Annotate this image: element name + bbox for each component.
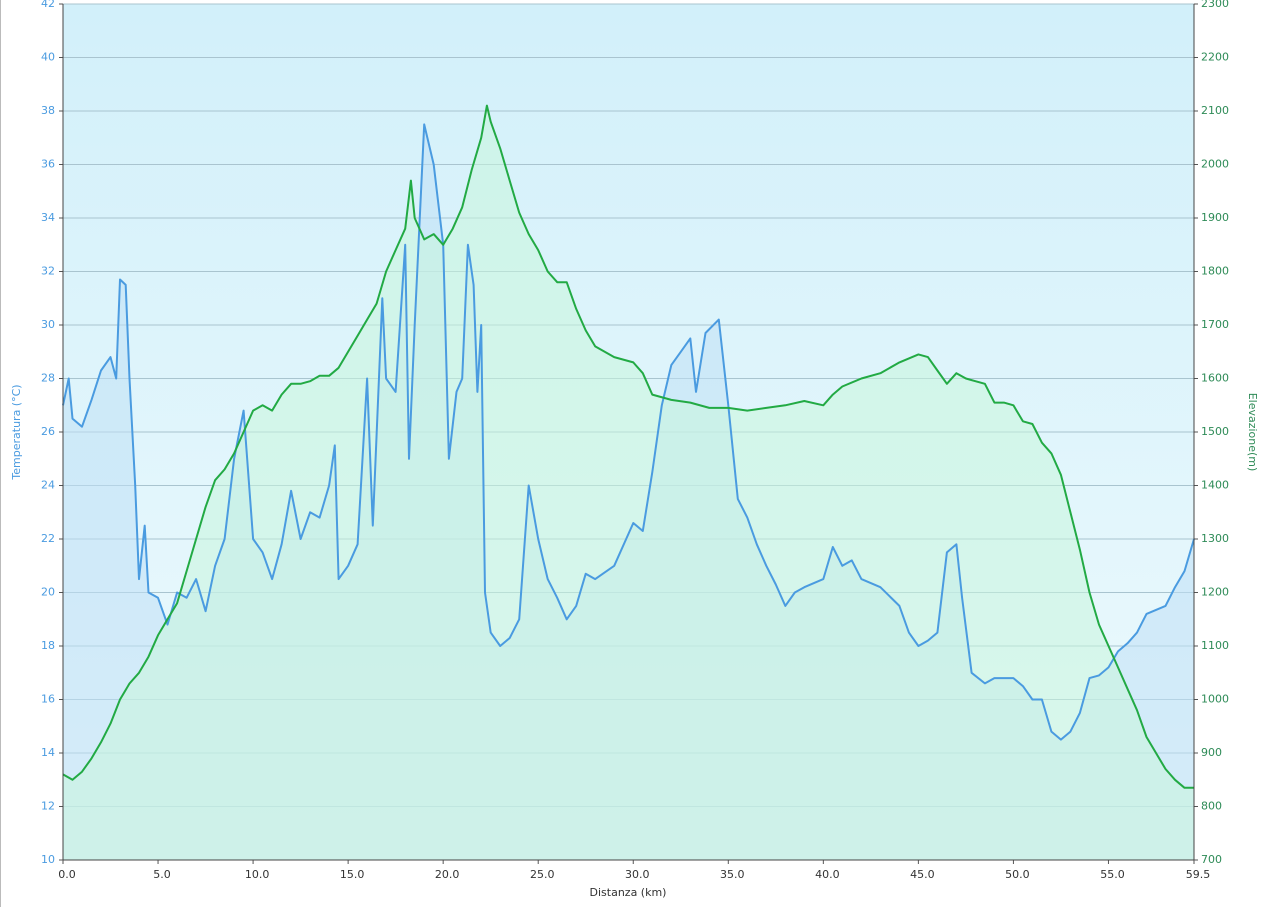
y2-axis-label: Elevazione(m) [1246,393,1259,472]
y-tick-label: 28 [41,372,55,385]
y-tick-label: 18 [41,639,55,652]
y2-tick-label: 2300 [1201,0,1229,10]
x-tick-label: 10.0 [245,868,270,881]
y2-tick-label: 1500 [1201,425,1229,438]
y2-tick-label: 1100 [1201,639,1229,652]
series-area [63,105,1194,861]
y2-tick-label: 800 [1201,800,1222,813]
y2-tick-label: 1900 [1201,211,1229,224]
x-tick-label: 0.0 [58,868,76,881]
y-tick-label: 10 [41,853,55,866]
y-tick-label: 16 [41,693,55,706]
y-tick-label: 12 [41,800,55,813]
y2-tick-label: 900 [1201,746,1222,759]
y2-tick-label: 1200 [1201,586,1229,599]
y-tick-label: 22 [41,532,55,545]
y2-tick-label: 2000 [1201,158,1229,171]
y2-tick-label: 700 [1201,853,1222,866]
series-line [62,104,1194,789]
y-tick-label: 30 [41,318,55,331]
x-tick-label: 59.5 [1186,868,1211,881]
y2-tick-label: 1600 [1201,372,1229,385]
y-tick-label: 14 [41,746,55,759]
y2-tick-label: 1800 [1201,265,1229,278]
y-axis-label: Temperatura (°C) [10,384,23,480]
x-tick-label: 30.0 [625,868,650,881]
y-tick-label: 20 [41,586,55,599]
y2-tick-label: 1700 [1201,318,1229,331]
x-tick-label: 50.0 [1005,868,1030,881]
y-tick-label: 40 [41,51,55,64]
series-line [62,123,1195,741]
x-tick-label: 15.0 [340,868,365,881]
y-tick-label: 26 [41,425,55,438]
x-tick-label: 40.0 [815,868,840,881]
y2-tick-label: 1000 [1201,693,1229,706]
y-tick-label: 32 [41,265,55,278]
y-tick-label: 34 [41,211,55,224]
x-tick-label: 20.0 [435,868,460,881]
y-tick-label: 24 [41,479,55,492]
y2-tick-label: 1300 [1201,532,1229,545]
x-tick-label: 25.0 [530,868,555,881]
x-tick-label: 5.0 [153,868,171,881]
y-tick-label: 38 [41,104,55,117]
y2-tick-label: 1400 [1201,479,1229,492]
x-axis-label: Distanza (km) [590,886,667,899]
y-tick-label: 36 [41,158,55,171]
y-tick-label: 42 [41,0,55,10]
y2-tick-label: 2200 [1201,51,1229,64]
y2-tick-label: 2100 [1201,104,1229,117]
x-tick-label: 55.0 [1100,868,1125,881]
x-tick-label: 35.0 [720,868,745,881]
x-tick-label: 45.0 [910,868,935,881]
